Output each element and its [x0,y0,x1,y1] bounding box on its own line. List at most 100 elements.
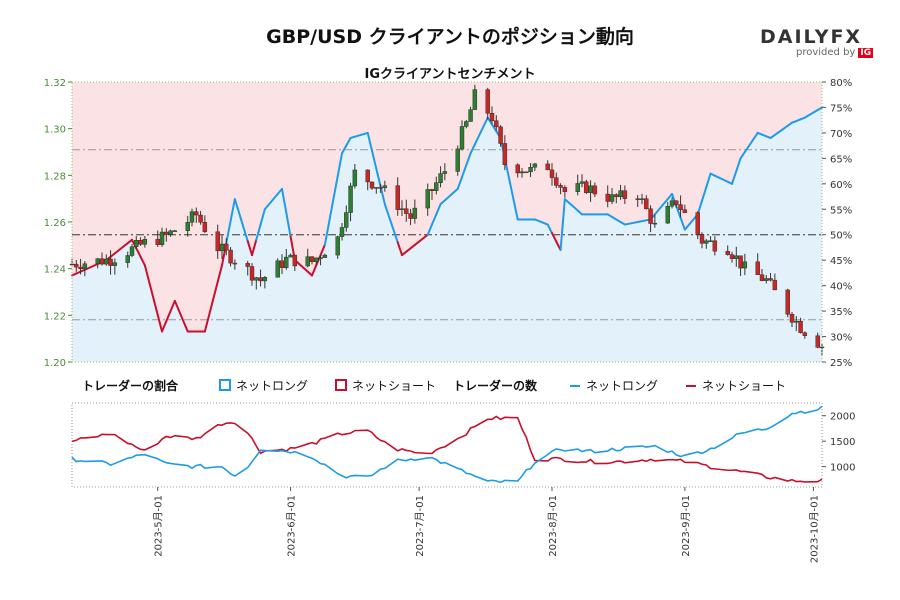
provided-by-text: provided by [796,47,856,58]
candle-body [395,185,400,210]
candle-body [729,254,735,259]
sentiment-line-segment [375,167,382,188]
sentiment-line-segment [281,187,288,214]
candle-body [485,89,490,114]
sentiment-line-segment [563,198,579,212]
candle-body [142,238,148,245]
candle-body [442,171,448,174]
net-short-area [72,82,822,332]
sentiment-line-segment [353,131,369,138]
candle-body [352,169,358,187]
pct-tick-label: 70% [830,129,852,140]
sentiment-line-segment [203,280,219,333]
sentiment-line-segment [465,152,472,167]
x-tick-label: 2023-5月-01 [153,495,165,557]
sentiment-line-segment [816,106,823,111]
candle-body [614,194,619,197]
sentiment-line-segment [486,116,493,126]
legend-count-short: ネットショート [702,379,786,393]
candle-body [605,193,610,202]
candle-body [742,261,748,269]
sentiment-line-segment [735,157,742,173]
candle-body [202,222,208,232]
pct-tick-label: 65% [830,154,852,165]
candle-body [279,260,285,268]
sentiment-line-segment [491,123,498,133]
candle-body [172,230,178,232]
sentiment-line-segment [705,172,712,189]
sentiment-line-segment [319,243,326,257]
candle-body [245,263,250,267]
sentiment-line-segment [341,144,348,155]
candle-body [558,185,563,188]
price-tick-label: 1.30 [44,125,66,136]
x-tick-label: 2023-10月-01 [808,495,820,563]
candle-body [498,126,503,144]
sentiment-line-segment [773,124,789,136]
candle-body [129,246,135,256]
candle-body [69,263,75,266]
candle-body [665,205,670,224]
candle-body [275,260,280,278]
candle-body [224,243,229,251]
candle-body [524,171,529,174]
candle-body [785,289,790,315]
price-tick-label: 1.20 [44,358,66,369]
sentiment-line-segment [229,198,236,223]
chart-title: GBP/USD クライアントのポジション動向 [266,26,634,48]
x-tick-label: 2023-7月-01 [414,495,426,557]
sentiment-line-segment [546,223,553,235]
x-tick-label: 2023-9月-01 [680,495,692,557]
candle-body [99,258,105,265]
candle-body [575,183,580,192]
sentiment-line-segment [431,213,438,226]
candle-body [369,181,375,189]
sentiment-line-segment [396,241,403,257]
sentiment-line-segment [675,204,682,219]
candle-body [519,171,525,174]
sentiment-line-segment [426,223,433,236]
candle-body [652,222,658,225]
candle-body [125,255,130,263]
sentiment-line-segment [435,203,442,216]
candle-body [699,234,705,244]
pct-tick-label: 40% [830,282,852,293]
candle-body [155,238,160,245]
pct-tick-label: 45% [830,256,852,267]
candle-body [318,257,323,259]
candle-body [164,231,169,235]
sentiment-line-segment [731,170,738,185]
candle-body [112,262,118,266]
candle-body [562,187,568,192]
candle-body [159,231,165,245]
candle-body [219,243,225,252]
sentiment-line-segment [653,198,669,216]
candle-body [314,257,319,262]
candle-body [669,200,675,207]
candle-body [104,258,109,265]
sentiment-line-segment [259,208,266,226]
sentiment-line-segment [696,199,703,216]
legend-count-title: トレーダーの数 [453,378,538,393]
candle-body [309,256,315,262]
sentiment-line-segment [345,137,352,147]
price-tick-label: 1.22 [44,311,66,322]
sentiment-line-segment [469,143,476,155]
sentiment-line-segment [165,310,172,323]
sentiment-line-segment [371,149,378,170]
candle-body [502,143,508,166]
candle-body [648,208,653,224]
candle-body [674,200,679,205]
candle-body [382,185,388,189]
sentiment-line-segment [713,174,729,183]
candle-body [579,181,585,184]
sentiment-line-segment [216,264,223,283]
sentiment-line-segment [503,157,519,221]
x-tick-label: 2023-6月-01 [286,495,298,557]
candle-body [545,163,550,171]
candle-body [819,346,825,349]
price-tick-label: 1.32 [44,78,66,89]
candle-body [678,204,683,210]
candle-body [254,277,259,281]
pct-tick-label: 75% [830,103,852,114]
